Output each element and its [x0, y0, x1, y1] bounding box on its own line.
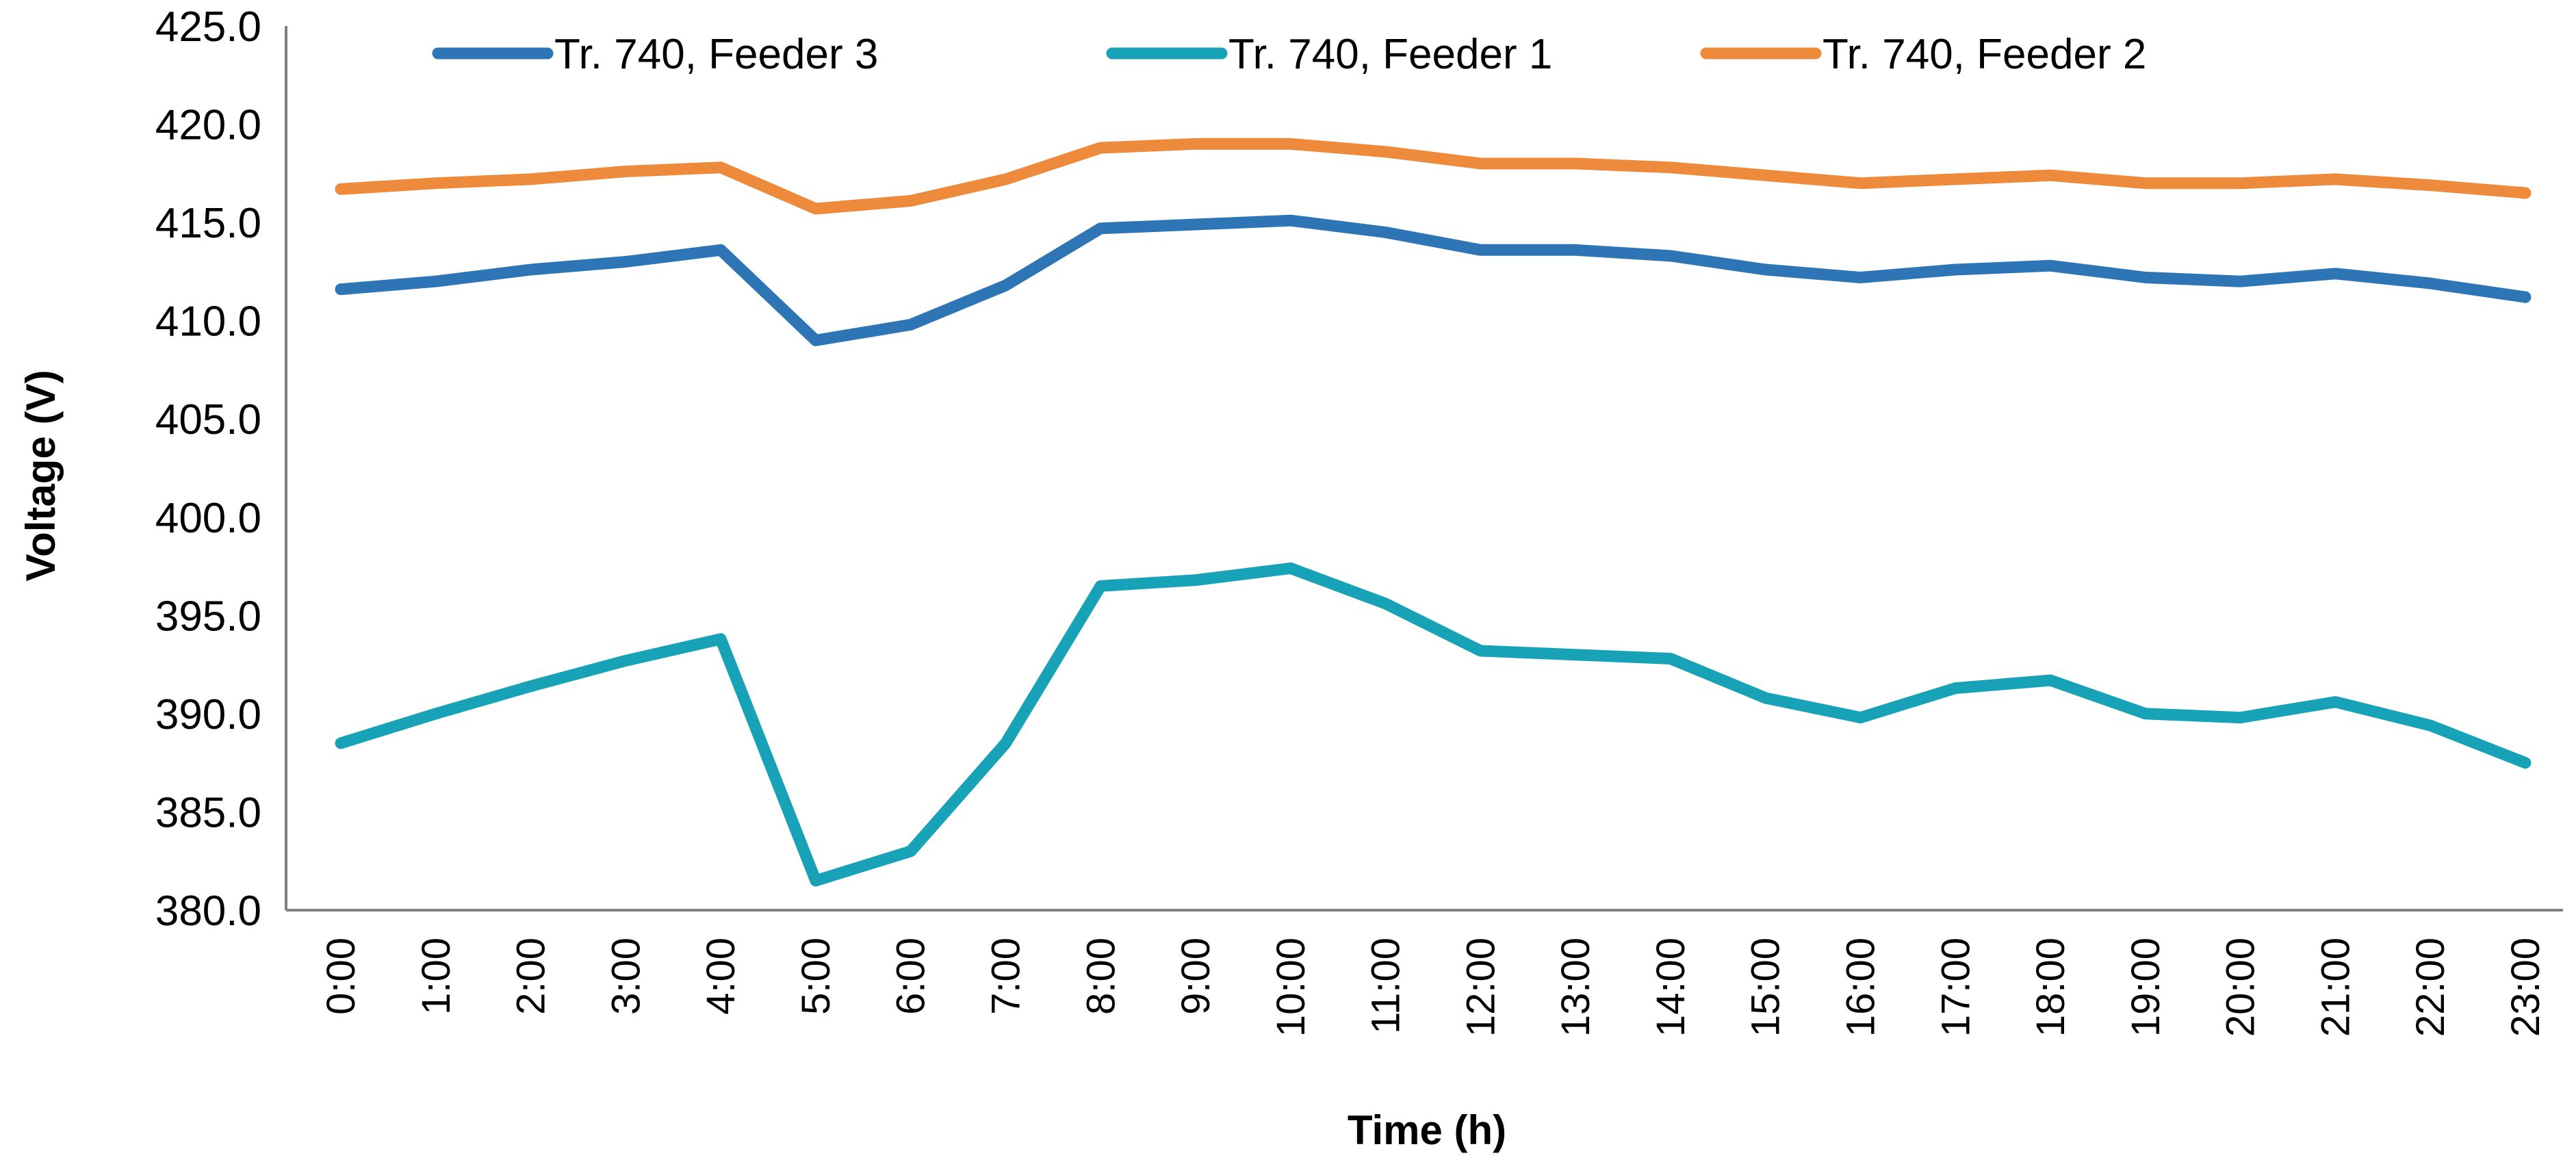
x-tick-label: 14:00 [1649, 938, 1693, 1037]
y-tick-label: 415.0 [155, 200, 261, 247]
series-lines [335, 138, 2532, 887]
x-tick-label: 18:00 [2028, 938, 2073, 1037]
x-tick-label: 4:00 [699, 938, 743, 1015]
x-tick-label: 2:00 [509, 938, 554, 1015]
legend-item-1: Tr. 740, Feeder 3 [432, 31, 878, 78]
y-tick-label: 385.0 [155, 789, 261, 836]
x-tick-label: 5:00 [794, 938, 838, 1015]
legend-item-3: Tr. 740, Feeder 2 [1700, 31, 2146, 78]
legend-label: Tr. 740, Feeder 2 [1822, 31, 2146, 78]
series-line-1 [335, 214, 2532, 346]
x-tick-label: 8:00 [1079, 938, 1123, 1015]
x-tick-label: 0:00 [319, 938, 363, 1015]
y-axis-ticks: 380.0 385.0 390.0 395.0 400.0 405.0 410.0 415.0… [155, 3, 261, 935]
series-line-2 [335, 562, 2532, 887]
x-tick-label: 20:00 [2219, 938, 2263, 1037]
x-tick-label: 17:00 [1933, 938, 1978, 1037]
x-tick-label: 21:00 [2313, 938, 2358, 1037]
x-tick-label: 19:00 [2124, 938, 2168, 1037]
x-tick-label: 22:00 [2408, 938, 2453, 1037]
x-tick-label: 7:00 [983, 938, 1028, 1015]
y-tick-label: 380.0 [155, 888, 261, 935]
axes [285, 26, 2563, 912]
legend-label: Tr. 740, Feeder 3 [554, 31, 878, 78]
x-axis-title: Time (h) [1348, 1107, 1506, 1153]
x-axis-ticks: 0:00 1:00 2:00 3:00 4:00 5:00 6:00 7:00 8:00 9:00… [319, 938, 2548, 1037]
y-tick-label: 420.0 [155, 102, 261, 149]
x-tick-label: 10:00 [1269, 938, 1313, 1037]
x-tick-label: 13:00 [1554, 938, 1598, 1037]
x-tick-label: 11:00 [1364, 938, 1408, 1034]
x-tick-label: 15:00 [1744, 938, 1788, 1037]
series-line-3 [335, 138, 2532, 215]
y-tick-label: 425.0 [155, 3, 261, 51]
x-tick-label: 9:00 [1174, 938, 1218, 1015]
x-tick-label: 23:00 [2503, 938, 2548, 1037]
x-tick-label: 12:00 [1458, 938, 1503, 1037]
y-tick-label: 400.0 [155, 495, 261, 542]
x-tick-label: 6:00 [889, 938, 933, 1015]
y-tick-label: 390.0 [155, 691, 261, 738]
legend-label: Tr. 740, Feeder 1 [1228, 31, 1552, 78]
y-tick-label: 395.0 [155, 593, 261, 640]
y-tick-label: 405.0 [155, 396, 261, 443]
x-tick-label: 1:00 [414, 938, 459, 1015]
legend-item-2: Tr. 740, Feeder 1 [1106, 31, 1552, 78]
legend: Tr. 740, Feeder 3 Tr. 740, Feeder 1 Tr. 74… [432, 31, 2146, 78]
y-axis-title: Voltage (V) [18, 370, 64, 582]
y-tick-label: 410.0 [155, 298, 261, 346]
x-tick-label: 16:00 [1839, 938, 1883, 1037]
x-tick-label: 3:00 [604, 938, 648, 1015]
